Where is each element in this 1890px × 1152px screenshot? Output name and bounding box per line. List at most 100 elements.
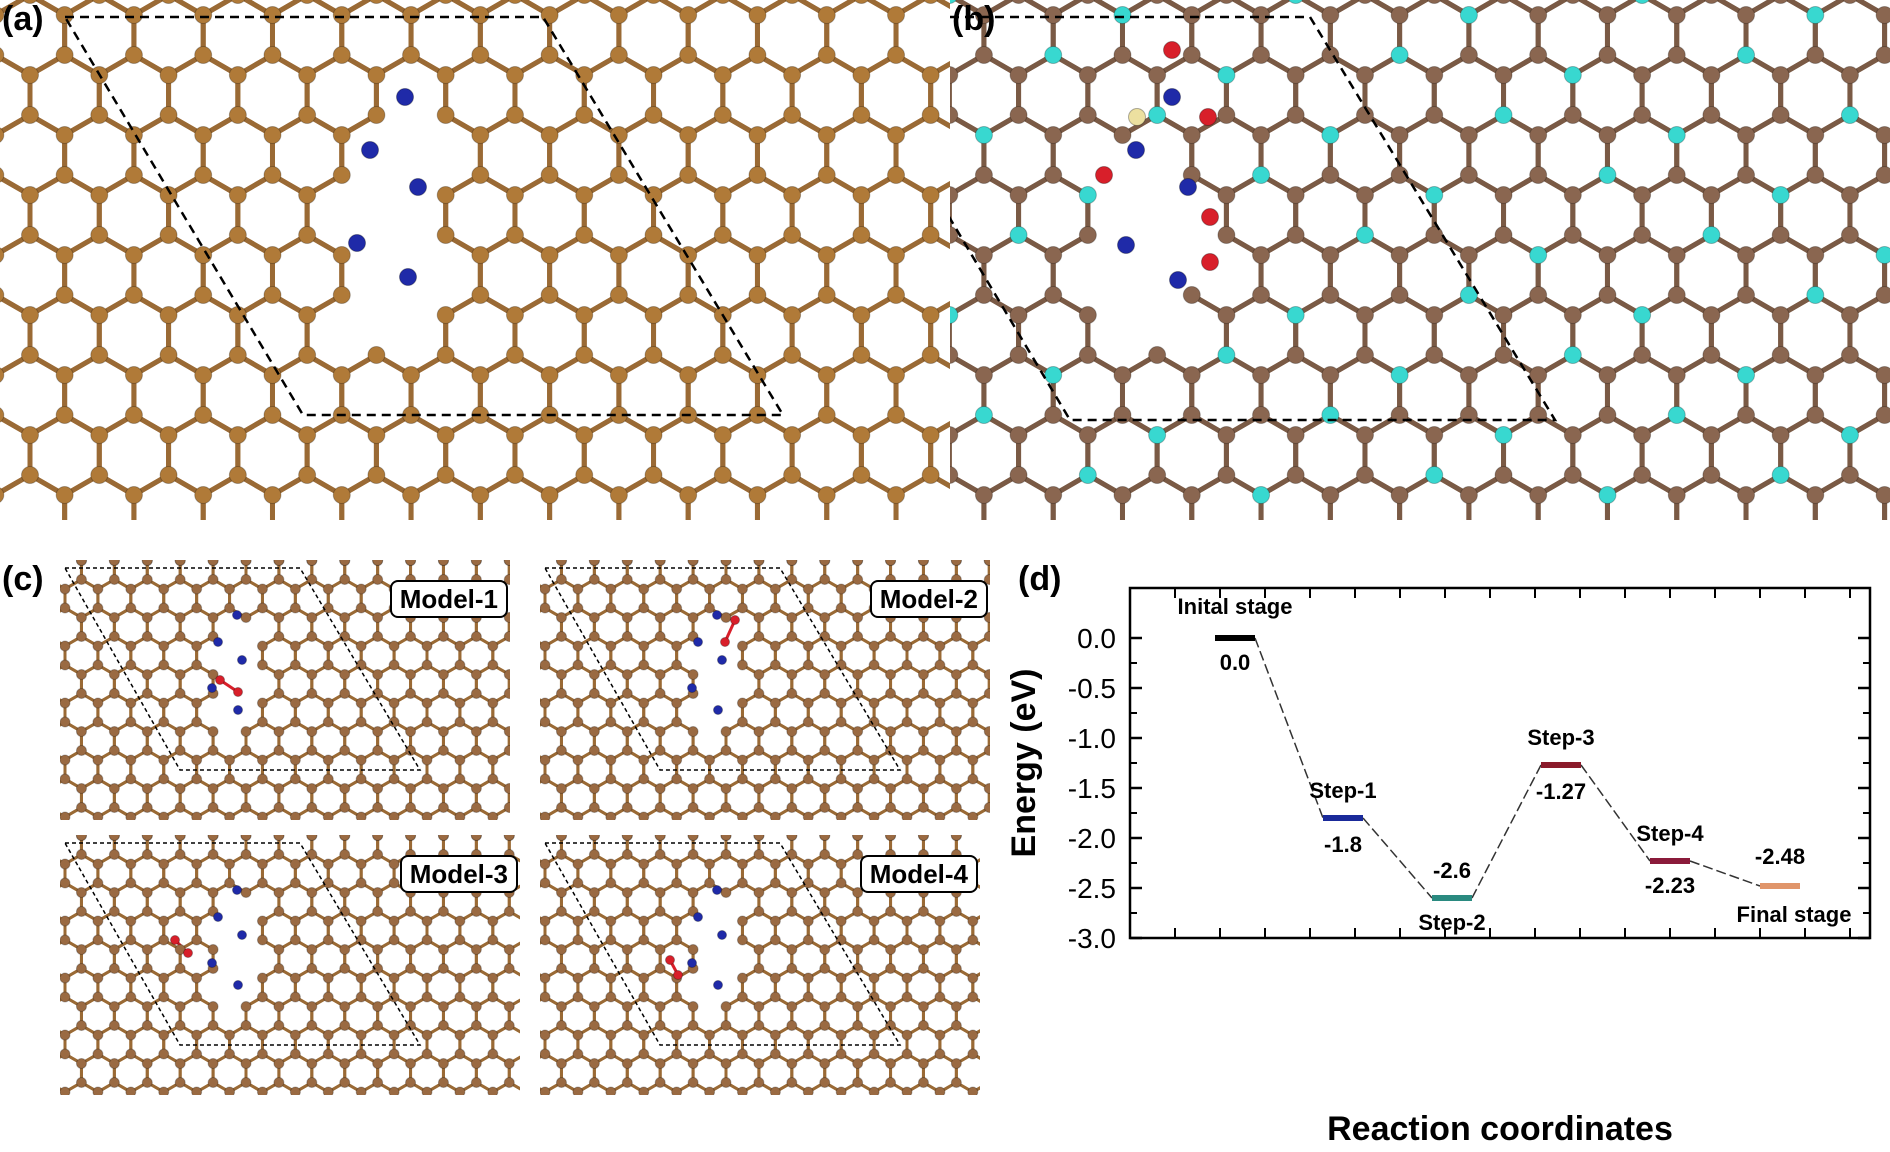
carbon-atom — [852, 306, 871, 324]
carbon-atom — [974, 246, 993, 264]
carbon-atom — [1182, 46, 1201, 64]
panel-b: (b) — [950, 0, 1890, 520]
carbon-atom — [436, 346, 455, 364]
carbon-atom — [228, 346, 247, 364]
carbon-atom — [1771, 466, 1790, 484]
nitrogen-atom — [396, 88, 414, 106]
carbon-atom — [505, 426, 524, 444]
carbon-atom — [974, 486, 993, 504]
carbon-atom — [368, 0, 384, 4]
carbon-atom — [1459, 286, 1478, 304]
carbon-atom — [1321, 286, 1340, 304]
carbon-atom — [1494, 466, 1513, 484]
carbon-atom — [0, 407, 5, 423]
carbon-atom — [1286, 226, 1305, 244]
carbon-atom — [1459, 246, 1478, 264]
carbon-atom — [263, 366, 282, 384]
carbon-atom — [1044, 246, 1063, 264]
carbon-atom — [1286, 106, 1305, 124]
carbon-atom — [298, 226, 317, 244]
carbon-atom — [298, 66, 317, 84]
carbon-atom — [21, 346, 39, 364]
dopant-atom — [1128, 108, 1146, 126]
atom-layer — [0, 0, 940, 504]
carbon-atom — [1078, 106, 1097, 124]
carbon-atom — [974, 6, 993, 24]
carbon-atom — [1355, 426, 1374, 444]
carbon-atom — [1321, 166, 1340, 184]
carbon-atom — [194, 126, 213, 144]
carbon-atom — [1633, 66, 1652, 84]
carbon-atom — [298, 106, 317, 124]
carbon-atom — [1703, 0, 1719, 4]
carbon-atom — [887, 166, 906, 184]
carbon-atom — [1286, 346, 1305, 364]
carbon-atom — [853, 0, 869, 4]
carbon-atom — [263, 126, 282, 144]
carbon-atom — [1044, 366, 1063, 384]
carbon-atom — [1009, 426, 1028, 444]
carbon-atom — [1355, 306, 1374, 324]
carbon-atom — [1875, 126, 1890, 144]
carbon-atom — [1667, 6, 1686, 24]
carbon-atom — [679, 246, 698, 264]
carbon-atom — [817, 6, 836, 24]
carbon-atom — [950, 66, 959, 84]
carbon-atom — [1390, 486, 1409, 504]
carbon-atom — [1806, 366, 1825, 384]
carbon-atom — [1842, 0, 1858, 4]
carbon-atom — [575, 426, 594, 444]
carbon-atom — [609, 246, 628, 264]
carbon-atom — [974, 166, 993, 184]
carbon-atom — [887, 6, 906, 24]
carbon-atom — [1148, 466, 1167, 484]
carbon-atom — [1148, 106, 1167, 124]
carbon-atom — [505, 106, 524, 124]
carbon-atom — [367, 106, 386, 124]
carbon-atom — [609, 486, 628, 504]
carbon-atom — [159, 186, 178, 204]
carbon-atom — [332, 166, 351, 184]
carbon-atom — [1009, 466, 1028, 484]
carbon-atom — [1840, 466, 1859, 484]
carbon-atom — [1494, 306, 1513, 324]
carbon-atom — [1355, 66, 1374, 84]
carbon-atom — [55, 46, 74, 64]
carbon-atom — [950, 226, 959, 244]
carbon-atom — [194, 246, 213, 264]
carbon-atom — [194, 286, 213, 304]
carbon-atom — [1737, 406, 1756, 424]
carbon-atom — [1355, 186, 1374, 204]
carbon-atom — [783, 466, 802, 484]
carbon-atom — [1875, 46, 1890, 64]
carbon-atom — [950, 106, 959, 124]
carbon-atom — [609, 126, 628, 144]
carbon-atom — [471, 6, 490, 24]
carbon-atom — [1044, 166, 1063, 184]
carbon-atom — [1078, 306, 1097, 324]
carbon-atom — [90, 186, 109, 204]
carbon-atom — [1529, 46, 1548, 64]
carbon-atom — [1494, 426, 1513, 444]
carbon-atom — [1459, 46, 1478, 64]
carbon-atom — [1737, 46, 1756, 64]
carbon-atom — [817, 486, 836, 504]
carbon-atom — [0, 287, 5, 303]
carbon-atom — [1252, 46, 1271, 64]
bond — [934, 0, 950, 10]
carbon-atom — [852, 106, 871, 124]
carbon-atom — [609, 286, 628, 304]
carbon-atom — [887, 246, 906, 264]
carbon-atom — [1286, 426, 1305, 444]
carbon-atom — [1563, 66, 1582, 84]
carbon-atom — [1321, 246, 1340, 264]
carbon-atom — [887, 46, 906, 64]
carbon-atom — [1148, 66, 1167, 84]
carbon-atom — [505, 186, 524, 204]
carbon-atom — [159, 106, 178, 124]
carbon-atom — [1286, 306, 1305, 324]
carbon-atom — [159, 66, 178, 84]
carbon-atom — [367, 426, 386, 444]
carbon-atom — [1702, 226, 1721, 244]
carbon-atom — [1529, 486, 1548, 504]
